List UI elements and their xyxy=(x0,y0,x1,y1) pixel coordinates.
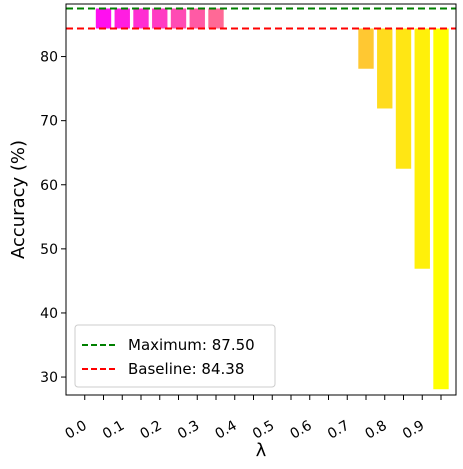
y-tick-label: 60 xyxy=(40,178,58,194)
bars-group xyxy=(95,8,449,390)
y-axis: 30 40 50 60 70 80 xyxy=(40,50,66,386)
x-axis-title: λ xyxy=(256,440,267,461)
bar xyxy=(358,28,374,69)
bar xyxy=(414,28,430,269)
legend-baseline-label: Baseline: 84.38 xyxy=(128,360,244,378)
plot-frame xyxy=(65,3,457,396)
x-tick-label: 0.9 xyxy=(400,418,427,443)
x-tick-label: 0.7 xyxy=(325,418,352,443)
legend: Maximum: 87.50 Baseline: 84.38 xyxy=(74,324,276,388)
reference-lines xyxy=(66,7,456,30)
x-tick-label: 0.0 xyxy=(62,418,89,443)
x-tick-label: 0.5 xyxy=(250,418,277,443)
y-tick-label: 30 xyxy=(40,370,58,386)
bar xyxy=(433,28,449,390)
y-tick-label: 40 xyxy=(40,306,58,322)
x-tick-label: 0.1 xyxy=(100,418,127,443)
bar xyxy=(395,28,412,169)
legend-maximum-label: Maximum: 87.50 xyxy=(128,336,255,354)
bar xyxy=(189,8,205,29)
y-tick-label: 70 xyxy=(40,114,58,130)
bar xyxy=(133,8,149,29)
legend-box xyxy=(74,324,276,388)
x-tick-label: 0.2 xyxy=(137,418,164,443)
x-tick-label: 0.8 xyxy=(362,418,389,443)
bar xyxy=(114,8,130,29)
x-axis: 0.0 0.1 0.2 0.3 0.4 0.5 0.6 0.7 0.8 0.9 xyxy=(62,395,442,443)
y-tick-label: 50 xyxy=(40,242,58,258)
y-axis-title: Accuracy (%) xyxy=(8,140,29,259)
bar xyxy=(377,28,393,109)
x-tick-label: 0.4 xyxy=(212,418,239,443)
y-tick-label: 80 xyxy=(40,50,58,66)
x-tick-label: 0.6 xyxy=(287,418,314,443)
bar xyxy=(208,8,224,29)
bar xyxy=(152,8,168,29)
bar xyxy=(170,8,187,29)
x-tick-label: 0.3 xyxy=(175,418,202,443)
bar xyxy=(95,8,112,29)
